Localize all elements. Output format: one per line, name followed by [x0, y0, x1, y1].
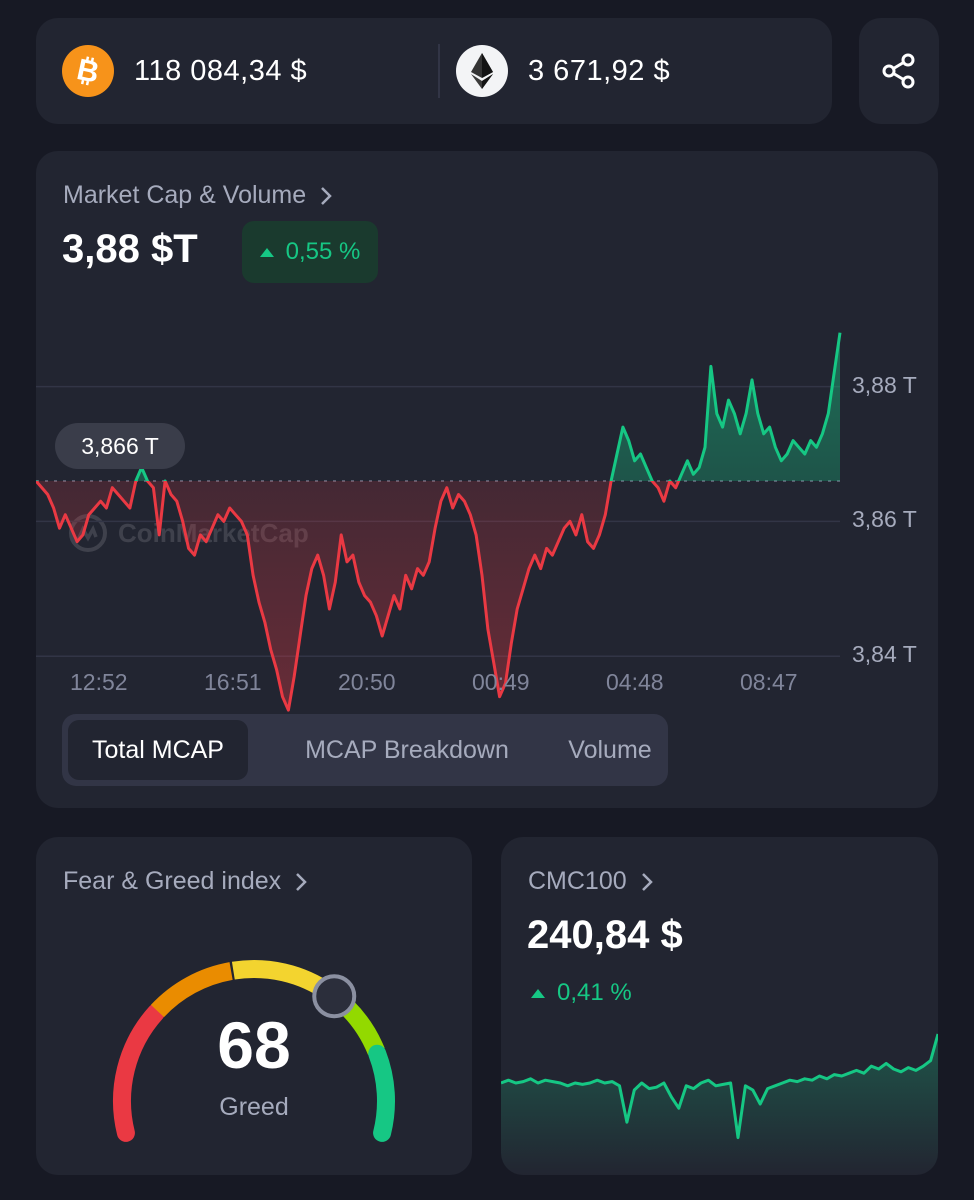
market-cap-card: Market Cap & Volume 3,88 $T 0,55 % CoinM… — [36, 151, 938, 808]
ethereum-icon — [456, 45, 508, 97]
reference-value-label: 3,866 T — [55, 423, 185, 469]
x-axis-label: 00:49 — [472, 669, 530, 695]
cmc100-card: CMC100 240,84 $ 0,41 % — [501, 837, 938, 1175]
cmc100-line — [501, 1033, 938, 1140]
market-cap-title: Market Cap & Volume — [63, 181, 307, 209]
series-line-down — [36, 481, 681, 712]
market-cap-chart[interactable] — [36, 316, 938, 816]
divider — [438, 44, 440, 98]
tab-mcap-breakdown[interactable]: MCAP Breakdown — [305, 735, 509, 764]
cmc100-area — [501, 1034, 938, 1175]
chevron-right-icon — [641, 872, 653, 891]
y-axis-label: 3,86 T — [852, 506, 917, 533]
tab-total-mcap[interactable]: Total MCAP — [68, 720, 248, 780]
cmc100-title-link[interactable]: CMC100 — [528, 867, 653, 896]
cmc100-change-value: 0,41 % — [557, 979, 632, 1006]
chevron-right-icon — [296, 872, 307, 891]
fear-greed-title-link[interactable]: Fear & Greed index — [63, 867, 307, 896]
y-axis-label: 3,88 T — [852, 371, 917, 398]
eth-price-item[interactable]: 3 671,92 $ — [456, 18, 670, 124]
cmc100-title: CMC100 — [528, 867, 627, 895]
chevron-right-icon — [321, 186, 332, 205]
market-cap-change-badge: 0,55 % — [242, 221, 378, 283]
x-axis-label: 08:47 — [740, 669, 798, 695]
x-axis-label: 12:52 — [70, 669, 128, 695]
share-button[interactable] — [859, 18, 939, 124]
prices-card: B 118 084,34 $ 3 671,92 $ — [36, 18, 832, 124]
eth-price: 3 671,92 $ — [528, 54, 671, 87]
fear-greed-label: Greed — [219, 1093, 289, 1121]
fear-greed-value: 68 — [217, 1008, 291, 1082]
caret-up-icon — [259, 247, 274, 257]
x-axis-label: 20:50 — [338, 669, 396, 695]
btc-price: 118 084,34 $ — [134, 54, 308, 87]
share-icon — [882, 53, 915, 89]
market-cap-title-link[interactable]: Market Cap & Volume — [63, 181, 332, 210]
fear-greed-gauge — [113, 960, 395, 1142]
x-axis-label: 04:48 — [606, 669, 664, 695]
fear-greed-card: Fear & Greed index 68 Greed — [36, 837, 472, 1175]
cmc100-change: 0,41 % — [531, 979, 632, 1007]
cmc100-value: 240,84 $ — [527, 913, 683, 957]
bitcoin-icon: B — [62, 45, 114, 97]
market-cap-value: 3,88 $T — [62, 227, 198, 271]
fear-greed-title: Fear & Greed index — [63, 867, 282, 895]
gauge-segment — [368, 1044, 395, 1142]
caret-up-icon — [531, 988, 545, 998]
gauge-segment — [113, 1003, 165, 1142]
x-axis-label: 16:51 — [204, 669, 262, 695]
gauge-indicator — [312, 974, 357, 1019]
y-axis-label: 3,84 T — [852, 641, 917, 668]
market-cap-change: 0,55 % — [285, 238, 361, 265]
tab-volume[interactable]: Volume — [568, 735, 652, 764]
gauge-segment — [150, 962, 233, 1018]
series-line-up — [36, 332, 842, 481]
cmc100-sparkline — [501, 1033, 938, 1175]
chart-tabs: Total MCAP MCAP Breakdown Volume — [62, 714, 668, 786]
area-up — [36, 332, 840, 481]
btc-price-item[interactable]: B 118 084,34 $ — [62, 18, 307, 124]
